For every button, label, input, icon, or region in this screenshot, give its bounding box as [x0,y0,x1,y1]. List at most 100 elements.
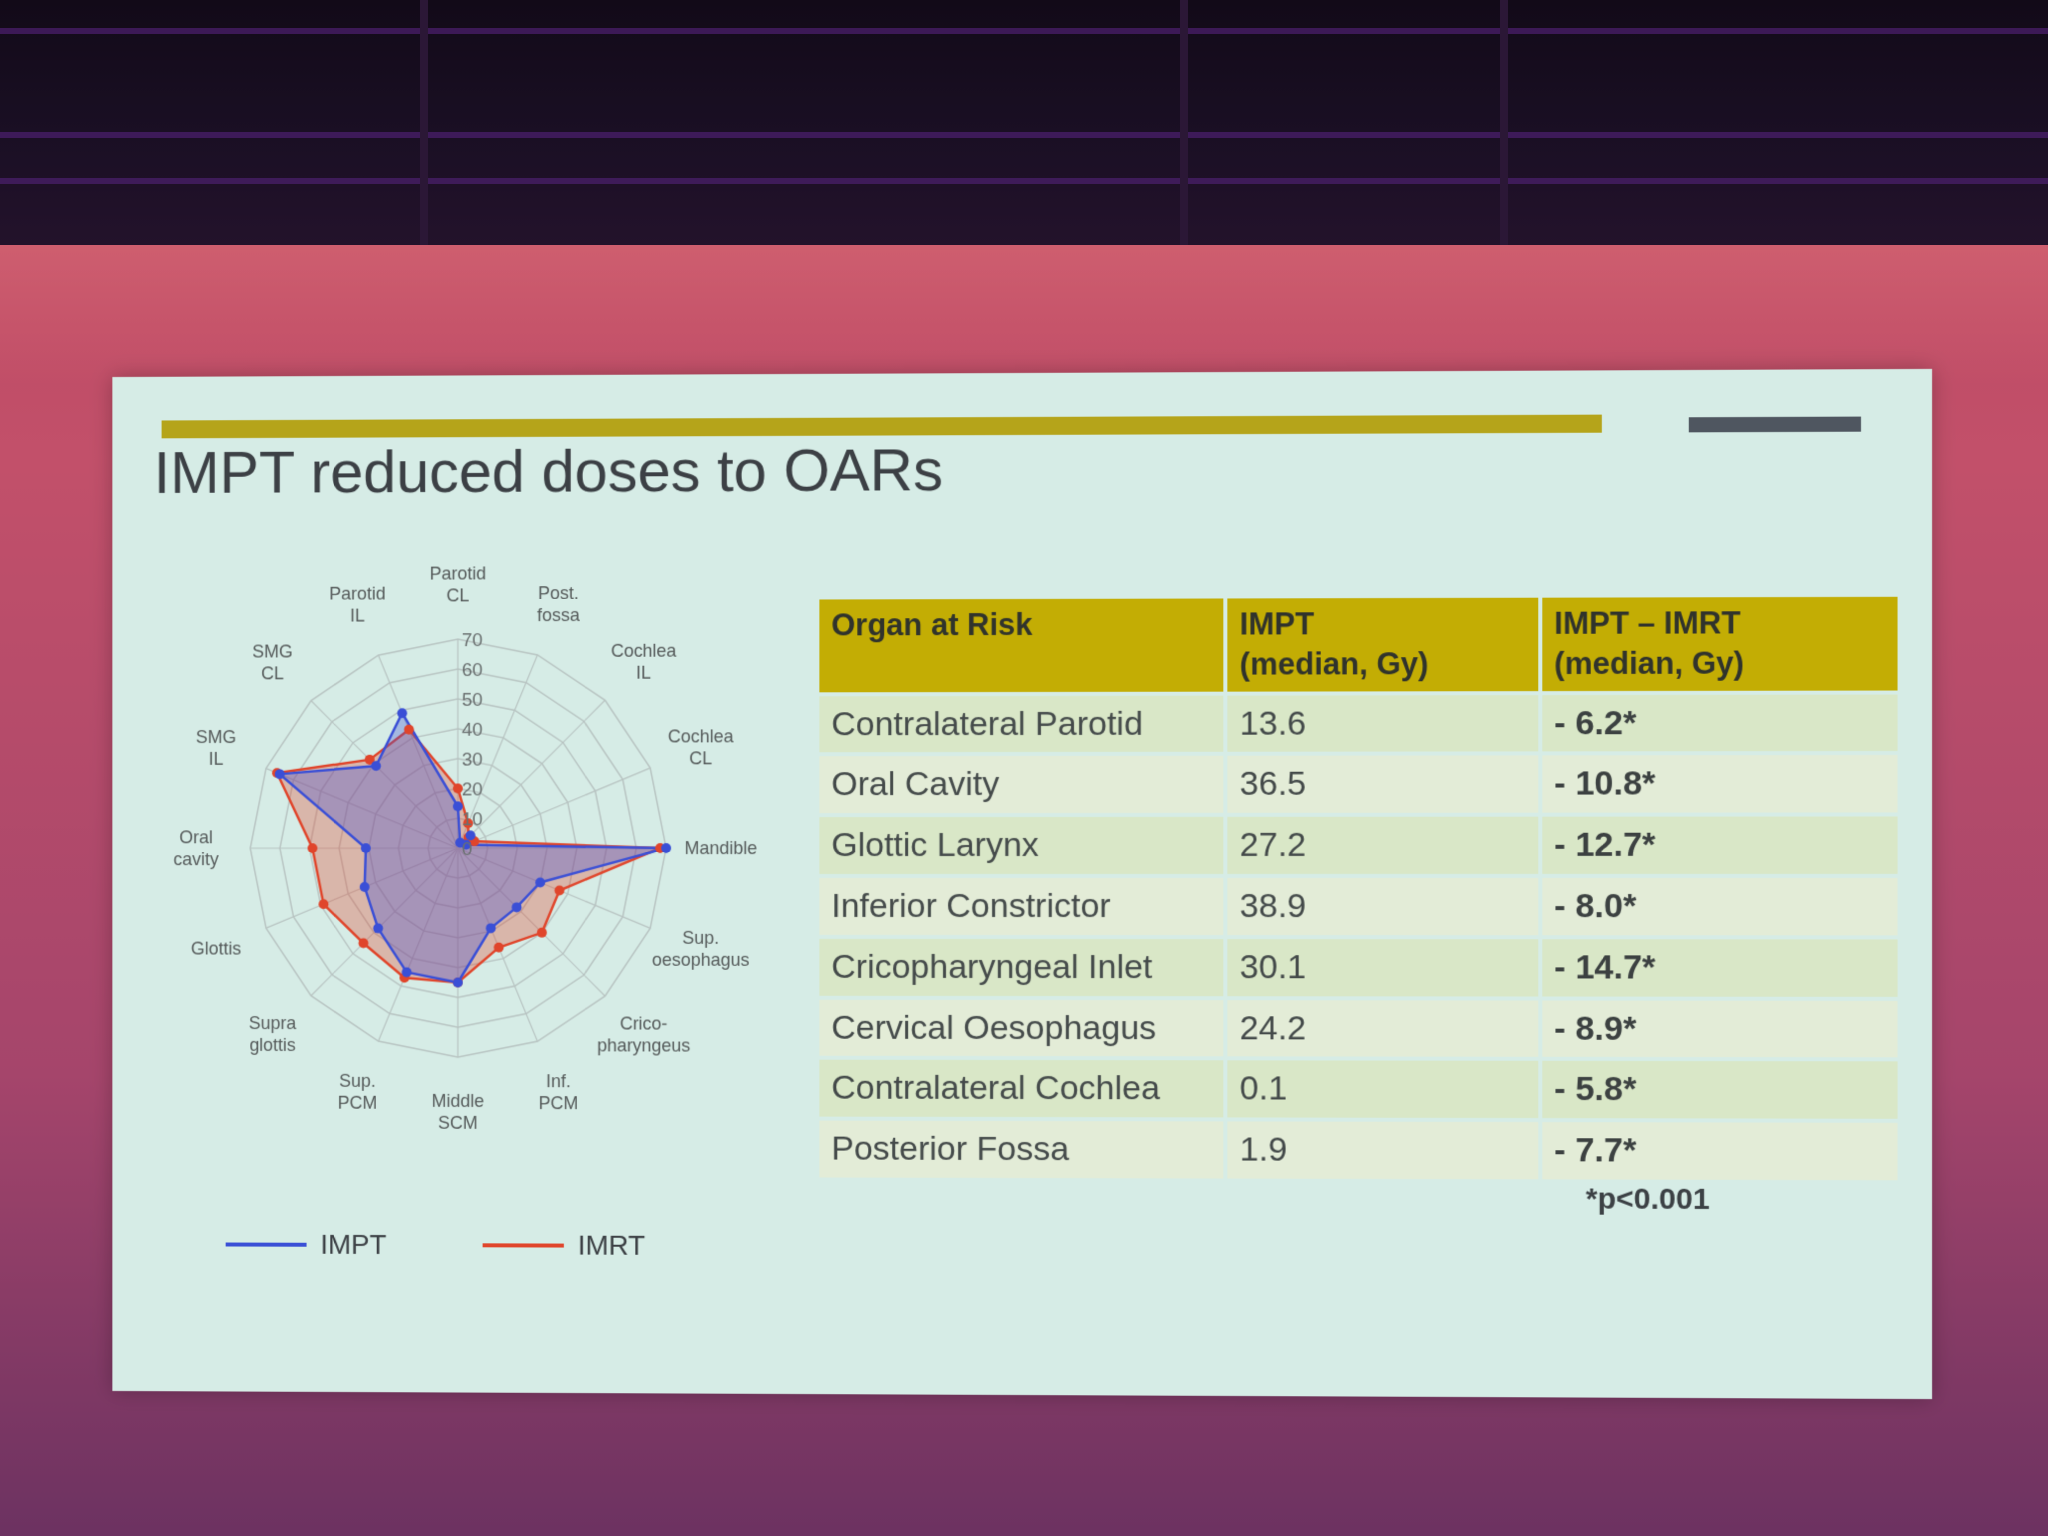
cell-organ: Posterior Fossa [819,1121,1223,1179]
legend-swatch-imrt [483,1243,564,1247]
stage-glow [0,245,2048,385]
radar-point-impt [402,967,412,977]
radar-axis-label: Parotid CL [430,564,486,606]
radar-axis-label-line: SCM [438,1113,478,1133]
radar-axis-label: Sup. oesophagus [652,928,749,970]
cell-organ: Cricopharyngeal Inlet [819,939,1223,996]
cell-impt: 13.6 [1228,695,1538,752]
cell-diff: - 8.9* [1542,1000,1897,1058]
radar-point-impt [361,843,371,853]
radar-axis-label-line: oesophagus [652,950,749,970]
radar-axis-label-line: CL [446,585,469,605]
radar-axis-label-line: Sup. [339,1071,376,1091]
radar-axis-label-line: fossa [537,605,580,625]
radar-point-impt [275,769,285,779]
stage-post [1500,0,1508,245]
radar-axis-label-line: SMG [196,727,236,747]
radar-axis-label-line: IL [636,662,651,682]
radar-axis-label-line: cavity [173,849,218,869]
radar-axis-label-line: Inf. [546,1071,571,1091]
slide-title: IMPT reduced doses to OARs [154,435,943,507]
cell-diff: - 10.8* [1542,755,1897,812]
header-diff-line1: IMPT – IMRT [1554,605,1740,641]
stage-post [420,0,428,245]
radar-axis-label: Cochlea CL [668,726,734,768]
table-row: Contralateral Cochlea 0.1 - 5.8* [819,1060,1897,1119]
cell-diff: - 12.7* [1542,817,1897,874]
radar-tick-label: 0 [462,839,472,860]
radar-point-impt [397,708,407,718]
table-row: Cricopharyngeal Inlet 30.1 - 14.7* [819,939,1897,997]
stage-truss [0,28,2048,34]
legend-swatch-impt [226,1243,307,1247]
stage-truss [0,132,2048,138]
header-impt-line1: IMPT [1240,606,1314,641]
cell-diff: - 8.0* [1542,878,1897,935]
radar-point-impt [360,882,370,892]
radar-tick-label: 60 [462,660,483,681]
radar-axis-label: Middle SCM [432,1091,484,1133]
radar-axis-label: SMG IL [196,727,236,769]
radar-point-impt [512,902,522,912]
radar-point-imrt [555,885,565,895]
radar-axis-label-line: Post. [538,583,579,603]
radar-axis-label: Parotid IL [329,584,385,626]
radar-point-imrt [319,899,329,909]
radar-tick-label: 10 [462,809,483,830]
radar-axis-label-line: Cochlea [668,726,734,746]
table-row: Glottic Larynx 27.2 - 12.7* [819,817,1897,874]
radar-axis-label-line: CL [261,663,284,683]
radar-point-imrt [494,943,504,953]
radar-axis-label-line: Parotid [430,564,486,584]
legend-item-imrt: IMRT [483,1229,646,1261]
radar-axis-label: Cochlea IL [611,640,677,682]
legend-label-imrt: IMRT [578,1230,645,1262]
radar-axis-label-line: glottis [249,1035,295,1055]
legend-item-impt: IMPT [226,1229,387,1261]
radar-tick-label: 20 [462,779,483,800]
cell-impt: 38.9 [1228,878,1538,935]
cell-impt: 24.2 [1228,1000,1538,1057]
radar-axis-label-line: Supra [249,1013,296,1033]
cell-diff: - 7.7* [1542,1122,1897,1180]
cell-impt: 0.1 [1228,1061,1538,1119]
radar-axis-label-line: CL [689,748,712,768]
radar-axis-label: Mandible [685,838,758,858]
stage-truss [0,178,2048,184]
radar-axis-label-line: PCM [539,1093,579,1113]
radar-axis-label: Glottis [191,939,241,959]
radar-axis-label: Inf. PCM [539,1071,579,1113]
radar-tick-label: 50 [462,690,483,711]
radar-axis-label-line: Parotid [329,584,385,604]
cell-organ: Oral Cavity [819,756,1223,813]
radar-axis-label-line: pharyngeus [597,1036,690,1056]
radar-axis-label-line: Sup. [682,928,719,948]
radar-axis-label-line: Middle [432,1091,484,1111]
radar-axis-label: SMG CL [252,641,292,683]
radar-axis-label-line: Cochlea [611,640,677,660]
header-diff: IMPT – IMRT (median, Gy) [1542,597,1897,691]
cell-impt: 36.5 [1228,756,1538,813]
header-organ: Organ at Risk [819,598,1223,691]
radar-point-impt [373,923,383,933]
radar-axis-label: Sup. PCM [338,1071,377,1113]
accent-bar-dark [1689,417,1861,433]
radar-point-impt [371,761,381,771]
table-row: Oral Cavity 36.5 - 10.8* [819,755,1897,813]
radar-point-imrt [308,843,318,853]
radar-point-impt [535,877,545,887]
header-impt-line2: (median, Gy) [1240,646,1429,681]
radar-axis-label: Post. fossa [537,583,580,625]
radar-axis-label: Supra glottis [249,1013,296,1055]
cell-diff: - 6.2* [1542,694,1897,752]
table-row: Inferior Constrictor 38.9 - 8.0* [819,878,1897,935]
radar-axis-label-line: Mandible [685,838,758,858]
radar-point-imrt [358,938,368,948]
table-row: Cervical Oesophagus 24.2 - 8.9* [819,999,1897,1057]
radar-point-imrt [537,928,547,938]
header-diff-line2: (median, Gy) [1554,646,1744,682]
table-header-row: Organ at Risk IMPT (median, Gy) IMPT – I… [819,597,1897,692]
cell-organ: Cervical Oesophagus [819,999,1223,1056]
radar-tick-label: 70 [462,630,483,651]
stage-post [1180,0,1188,245]
